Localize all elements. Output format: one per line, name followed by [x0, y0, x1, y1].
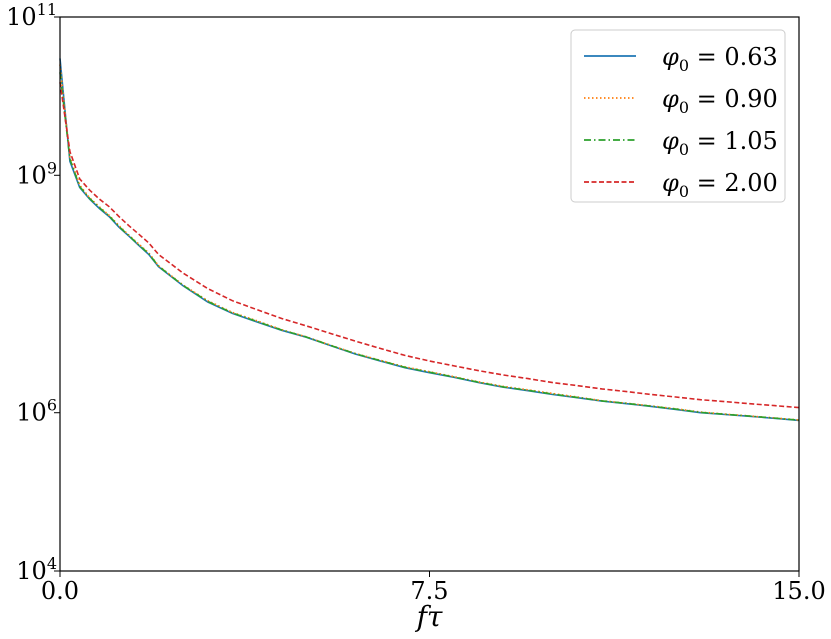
series-layer	[59, 58, 800, 422]
series-line	[59, 82, 800, 409]
ticks-layer: 0.0 7.5 15.0 104 106 109 1011	[6, 0, 826, 605]
legend-label: φ0 = 0.90	[662, 85, 778, 117]
series-3	[59, 72, 800, 421]
y-tick-label: 1011	[6, 0, 57, 31]
series-1	[59, 58, 800, 422]
y-tick-label: 109	[16, 158, 57, 189]
legend: φ0 = 0.63 φ0 = 0.90 φ0 = 1.05 φ0 = 2.00	[570, 29, 786, 203]
legend-label: φ0 = 2.00	[662, 169, 778, 201]
x-tick-label: 15.0	[772, 577, 825, 605]
y-tick-label: 104	[16, 554, 57, 585]
x-axis-label: fτ	[415, 600, 443, 633]
series-4	[59, 82, 800, 409]
x-tick-label: 0.0	[41, 577, 79, 605]
y-tick-label: 106	[16, 396, 57, 427]
legend-label: φ0 = 0.63	[662, 43, 778, 75]
x-tick-label: 7.5	[410, 577, 448, 605]
series-line	[59, 72, 800, 421]
series-line	[59, 58, 800, 422]
legend-label: φ0 = 1.05	[662, 127, 778, 159]
legend-box	[570, 29, 786, 203]
